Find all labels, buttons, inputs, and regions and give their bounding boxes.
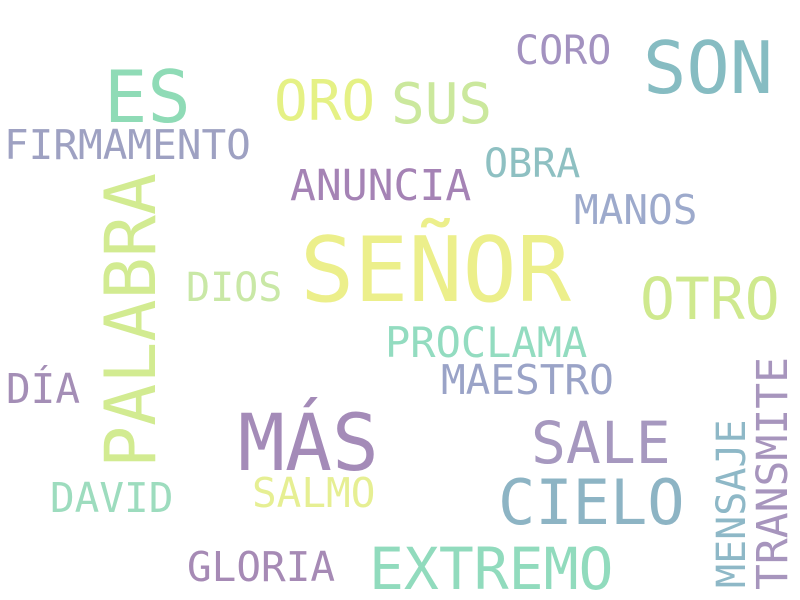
word-david: DAVID xyxy=(50,474,174,522)
word-obra: OBRA xyxy=(484,141,581,187)
word-dios: DIOS xyxy=(186,265,283,311)
word-mas: MÁS xyxy=(238,399,379,489)
word-es: ES xyxy=(104,55,191,139)
word-sale: SALE xyxy=(531,409,671,477)
word-firmamento: FIRMAMENTO xyxy=(4,121,251,169)
word-maestro: MAESTRO xyxy=(441,356,614,404)
word-palabra: PALABRA xyxy=(90,172,172,468)
word-son: SON xyxy=(643,26,774,110)
word-extremo: EXTREMO xyxy=(369,535,614,600)
word-gloria: GLORIA xyxy=(187,543,336,591)
word-salmo: SALMO xyxy=(252,469,376,517)
word-dia: DÍA xyxy=(6,365,81,413)
word-anuncia: ANUNCIA xyxy=(290,161,472,211)
word-coro: CORO xyxy=(515,28,612,74)
word-sus: SUS xyxy=(391,72,493,137)
word-transmite: TRANSMITE xyxy=(748,357,798,590)
word-oro: ORO xyxy=(274,69,376,134)
word-senor: SEÑOR xyxy=(300,218,571,323)
word-manos: MANOS xyxy=(574,186,698,234)
word-otro: OTRO xyxy=(640,265,780,333)
word-proclama: PROCLAMA xyxy=(385,318,588,367)
word-mensaje: MENSAJE xyxy=(709,419,755,588)
word-cielo: CIELO xyxy=(498,466,685,539)
